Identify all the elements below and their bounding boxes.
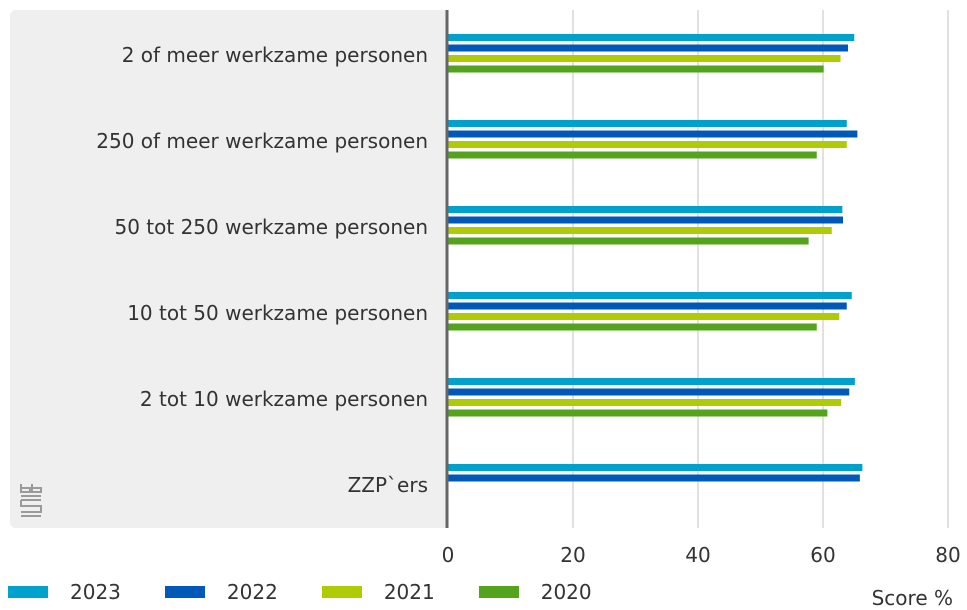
x-tick-label: 60 xyxy=(810,543,835,567)
category-label: ZZP`ers xyxy=(348,473,428,497)
bar xyxy=(448,323,817,331)
bar xyxy=(448,216,843,224)
legend-item: 2022 xyxy=(164,580,278,604)
legend-swatch xyxy=(321,586,362,598)
legend-item: 2021 xyxy=(321,580,435,604)
legend-label: 2020 xyxy=(540,580,592,604)
bar xyxy=(448,151,817,159)
category-label: 2 tot 10 werkzame personen xyxy=(140,387,428,411)
bar xyxy=(448,313,840,320)
legend-label: 2022 xyxy=(226,580,278,604)
category-label-panel xyxy=(10,10,446,528)
bar xyxy=(448,302,847,310)
legend-item: 2023 xyxy=(8,580,121,604)
legend-swatch xyxy=(8,586,48,598)
bar xyxy=(448,120,847,127)
bar xyxy=(448,464,863,471)
category-label: 50 tot 250 werkzame personen xyxy=(114,215,428,239)
bar xyxy=(448,44,848,52)
x-tick-label: 0 xyxy=(442,543,455,567)
legend-swatch xyxy=(164,586,205,598)
chart-legend: 2023 2022 2021 2020 xyxy=(8,580,636,604)
legend-label: 2023 xyxy=(70,580,121,604)
bar xyxy=(448,130,858,138)
bar xyxy=(448,409,828,417)
x-tick-label: 20 xyxy=(560,543,585,567)
legend-label: 2021 xyxy=(383,580,435,604)
legend-swatch xyxy=(478,586,519,598)
bar xyxy=(448,206,843,213)
cbs-logo-icon xyxy=(18,482,44,520)
bar xyxy=(448,55,841,62)
category-label: 250 of meer werkzame personen xyxy=(96,129,428,153)
bar xyxy=(448,141,847,148)
legend-item: 2020 xyxy=(478,580,592,604)
bar xyxy=(448,227,832,234)
category-label: 10 tot 50 werkzame personen xyxy=(127,301,428,325)
bar xyxy=(448,237,809,245)
bar xyxy=(448,292,852,299)
bar xyxy=(448,65,824,73)
x-axis-unit-label: Score % xyxy=(871,586,953,610)
bar xyxy=(448,34,855,41)
bar xyxy=(448,474,860,482)
bar xyxy=(448,399,842,406)
bar xyxy=(448,378,855,385)
bar xyxy=(448,388,850,396)
category-label: 2 of meer werkzame personen xyxy=(122,43,428,67)
x-tick-label: 80 xyxy=(935,543,960,567)
x-tick-label: 40 xyxy=(685,543,710,567)
